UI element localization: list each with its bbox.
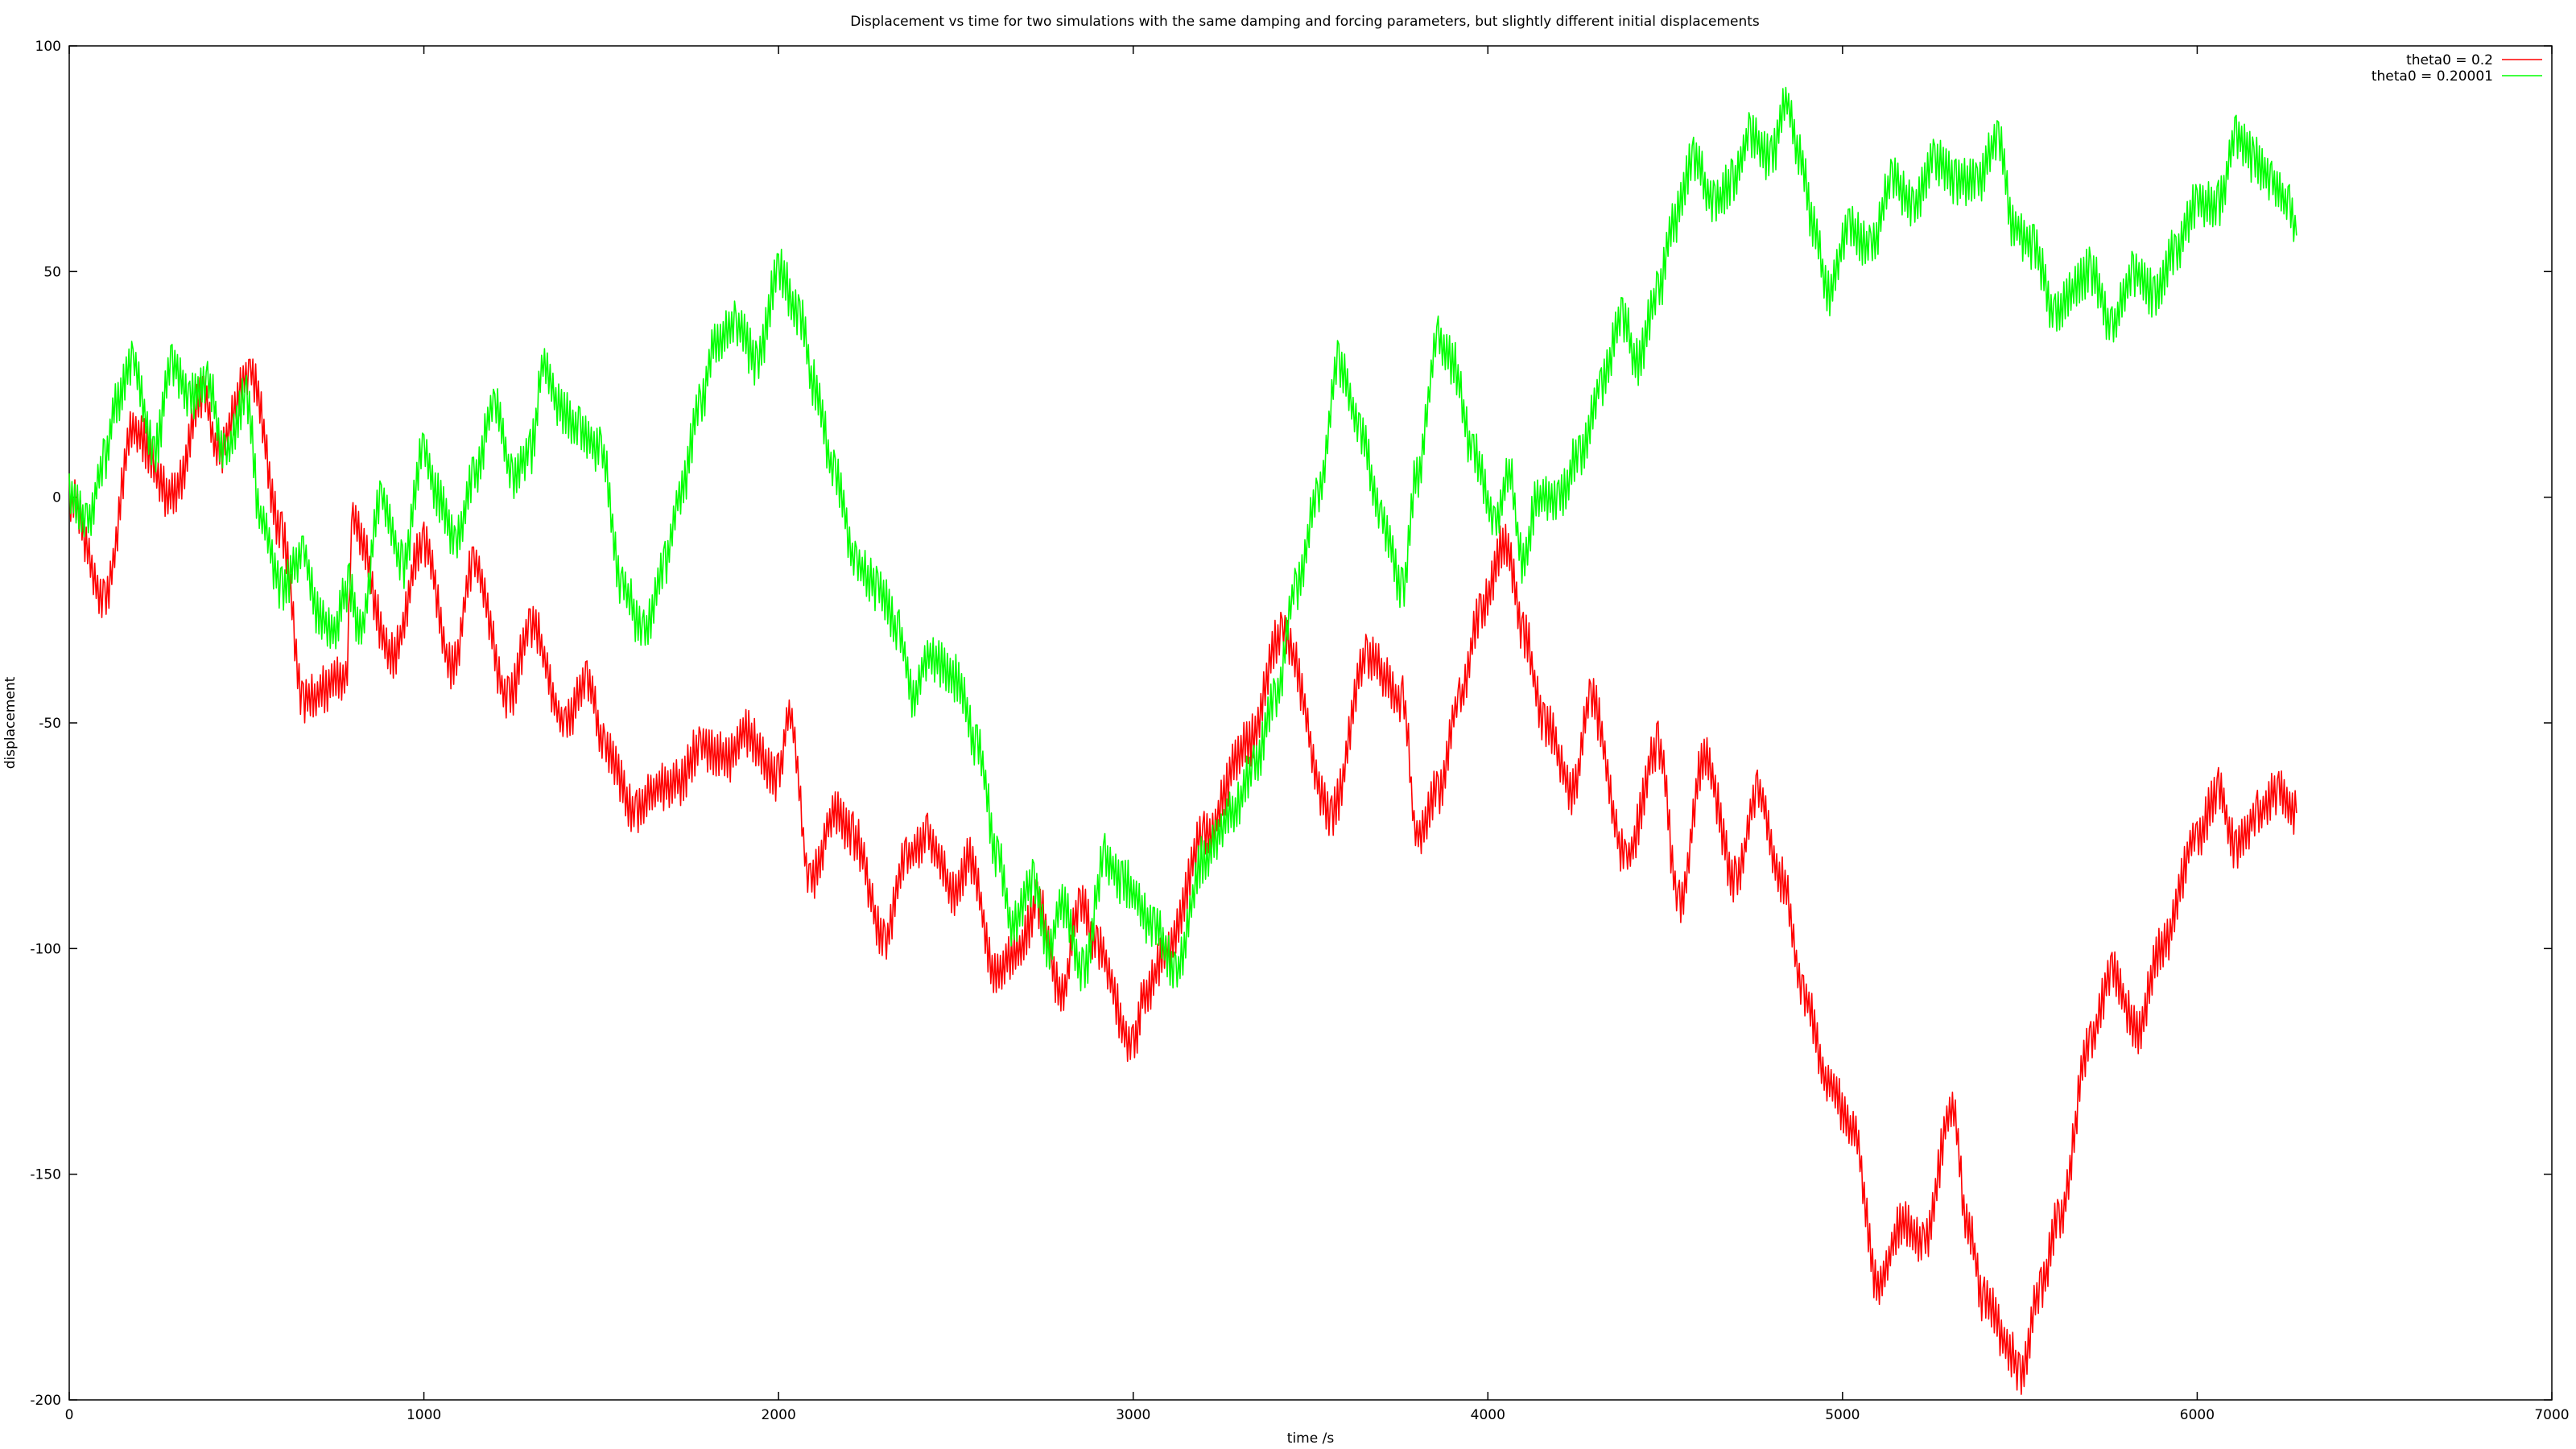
legend-label-2: theta0 = 0.20001 [2372,68,2493,85]
series-line-2 [68,86,2297,992]
x-axis-label: time /s [1287,1430,1335,1447]
series-line-1 [68,358,2297,1395]
y-tick-label: -200 [30,1393,61,1409]
y-axis-ticks: 100 50 0 -50 -100 -150 -200 [30,39,2552,1409]
x-tick-label: 5000 [1825,1407,1860,1423]
y-tick-label: -100 [30,941,61,957]
x-tick-label: 3000 [1116,1407,1150,1423]
y-tick-label: 100 [35,39,61,55]
legend-label-1: theta0 = 0.2 [2406,52,2493,68]
chart-title: Displacement vs time for two simulations… [850,14,1760,30]
x-tick-label: 1000 [407,1407,441,1423]
x-axis-ticks: 0 1000 2000 3000 4000 5000 6000 7000 [65,46,2570,1423]
y-tick-label: 50 [43,264,61,280]
series-layer [68,86,2297,1395]
y-axis-label: displacement [2,676,19,769]
y-tick-label: -50 [39,716,61,732]
x-tick-label: 0 [65,1407,74,1423]
y-tick-label: -150 [30,1167,61,1183]
x-tick-label: 2000 [762,1407,796,1423]
x-tick-label: 4000 [1471,1407,1505,1423]
y-tick-label: 0 [52,490,61,506]
x-tick-label: 6000 [2180,1407,2215,1423]
x-tick-label: 7000 [2534,1407,2569,1423]
